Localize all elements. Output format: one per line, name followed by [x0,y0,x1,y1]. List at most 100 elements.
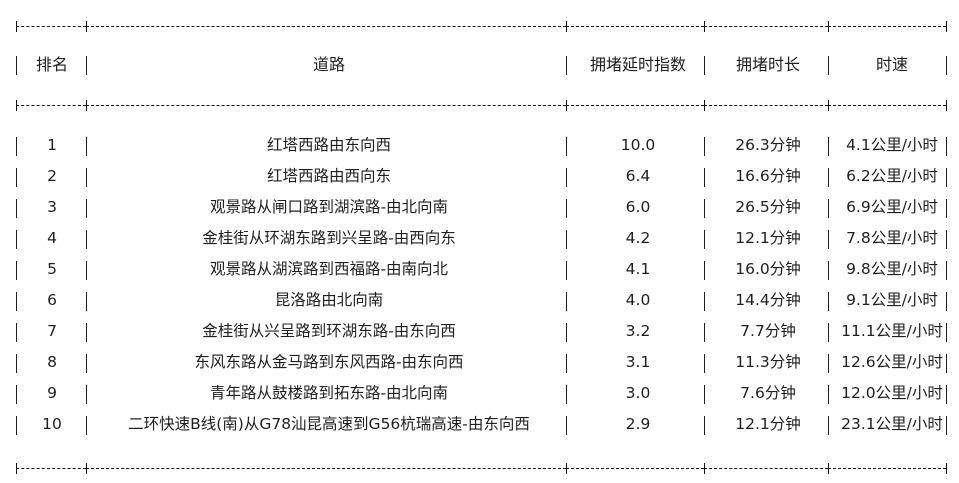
column-divider [704,167,705,187]
column-divider [946,322,947,342]
column-divider [86,260,87,280]
cell-duration: 12.1分钟 [735,229,801,247]
column-divider [828,353,829,373]
border-segment [828,467,946,469]
cell-rank: 6 [47,291,57,309]
border-corner [704,99,705,111]
border-corner [566,20,567,32]
border-segment [704,104,828,106]
table-row: 7 金桂街从兴呈路到环湖东路-由东向西 3.2 7.7分钟 11.1公里/小时 [12,316,952,347]
table-row: 10 二环快速B线(南)从G78汕昆高速到G56杭瑞高速-由东向西 2.9 12.1分… [12,409,952,440]
column-divider [704,229,705,249]
border-segment [566,25,704,27]
border-corner [16,99,17,111]
table-bottom-border [12,452,952,483]
border-corner [704,462,705,474]
cell-road: 观景路从湖滨路到西福路-由南向北 [209,260,449,278]
cell-speed: 6.9公里/小时 [846,198,938,216]
border-corner [566,462,567,474]
border-corner [704,20,705,32]
column-divider [86,229,87,249]
cell-road: 东风东路从金马路到东风西路-由东向西 [194,353,464,371]
border-segment [828,104,946,106]
column-divider [946,384,947,404]
cell-index: 3.2 [625,322,651,340]
column-divider [946,198,947,218]
table-row: 3 观景路从闸口路到湖滨路-由北向南 6.0 26.5分钟 6.9公里/小时 [12,192,952,223]
cell-index: 2.9 [625,415,651,433]
column-divider [566,198,567,218]
cell-rank: 5 [47,260,57,278]
table-row: 5 观景路从湖滨路到西福路-由南向北 4.1 16.0分钟 9.8公里/小时 [12,254,952,285]
cell-road: 二环快速B线(南)从G78汕昆高速到G56杭瑞高速-由东向西 [128,415,530,433]
column-divider [16,384,17,404]
border-corner [946,20,947,32]
column-divider [86,56,87,75]
cell-speed: 11.1公里/小时 [841,322,943,340]
cell-duration: 7.7分钟 [740,322,796,340]
column-divider [566,56,567,75]
column-divider [566,322,567,342]
column-divider [16,136,17,156]
cell-speed: 9.1公里/小时 [846,291,938,309]
column-divider [828,384,829,404]
column-divider [946,229,947,249]
border-segment [566,467,704,469]
cell-duration: 14.4分钟 [735,291,801,309]
cell-road: 金桂街从兴呈路到环湖东路-由东向西 [202,322,456,340]
column-divider [16,167,17,187]
table-header-separator [12,89,952,120]
cell-index: 4.1 [625,260,651,278]
column-divider [86,136,87,156]
border-segment [86,467,566,469]
table-row: 9 青年路从鼓楼路到拓东路-由北向南 3.0 7.6分钟 12.0公里/小时 [12,378,952,409]
column-divider [828,322,829,342]
cell-speed: 9.8公里/小时 [846,260,938,278]
cell-road: 青年路从鼓楼路到拓东路-由北向南 [209,384,449,402]
column-divider [566,167,567,187]
border-segment [566,104,704,106]
column-header-rank: 排名 [35,55,68,74]
column-header-duration: 拥堵时长 [735,55,800,74]
column-divider [16,322,17,342]
column-divider [16,229,17,249]
column-divider [828,167,829,187]
cell-speed: 7.8公里/小时 [846,229,938,247]
column-divider [946,353,947,373]
column-divider [946,415,947,435]
column-divider [16,291,17,311]
cell-speed: 6.2公里/小时 [846,167,938,185]
cell-rank: 4 [47,229,57,247]
column-divider [704,56,705,75]
border-corner [86,99,87,111]
column-divider [828,291,829,311]
cell-duration: 12.1分钟 [735,415,801,433]
column-header-index: 拥堵延时指数 [589,55,686,74]
table-row: 4 金桂街从环湖东路到兴呈路-由西向东 4.2 12.1分钟 7.8公里/小时 [12,223,952,254]
cell-road: 观景路从闸口路到湖滨路-由北向南 [209,198,449,216]
column-divider [566,353,567,373]
table-row: 6 昆洛路由北向南 4.0 14.4分钟 9.1公里/小时 [12,285,952,316]
column-divider [704,384,705,404]
border-corner [86,20,87,32]
table-row: 2 红塔西路由西向东 6.4 16.6分钟 6.2公里/小时 [12,161,952,192]
column-divider [828,136,829,156]
cell-index: 3.1 [625,353,651,371]
column-divider [86,384,87,404]
column-divider [828,260,829,280]
cell-rank: 8 [47,353,57,371]
cell-speed: 12.0公里/小时 [841,384,943,402]
cell-speed: 23.1公里/小时 [841,415,943,433]
border-segment [86,104,566,106]
column-divider [16,56,17,75]
column-divider [86,167,87,187]
column-divider [86,291,87,311]
column-divider [566,384,567,404]
column-divider [946,291,947,311]
column-divider [86,198,87,218]
cell-road: 金桂街从环湖东路到兴呈路-由西向东 [202,229,456,247]
border-segment [828,25,946,27]
cell-road: 红塔西路由西向东 [266,167,391,185]
column-header-road: 道路 [312,55,345,74]
congestion-ranking-table: 排名 道路 拥堵延时指数 拥堵时长 时速 1 红塔西路由东向西 10.0 26.3分钟… [12,10,952,483]
